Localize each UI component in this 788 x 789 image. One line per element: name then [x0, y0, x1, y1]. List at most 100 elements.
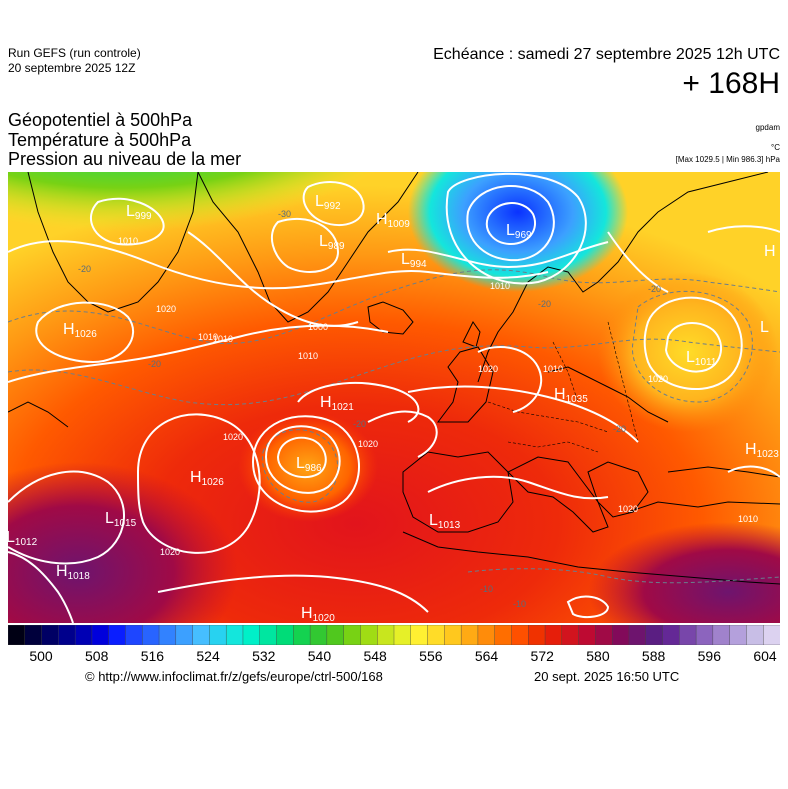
colorbar-tick-label: 564: [474, 648, 499, 664]
svg-text:H1018: H1018: [56, 563, 90, 582]
colorbar-swatch: [326, 625, 345, 645]
unit-pressure-range: [Max 1029.5 | Min 986.3] hPa: [675, 155, 780, 164]
colorbar-swatch: [74, 625, 93, 645]
pressure-center: H1020: [301, 605, 335, 623]
cutoff-low: [238, 412, 378, 522]
colorbar-swatch: [578, 625, 596, 645]
svg-text:H1009: H1009: [376, 211, 410, 230]
colorbar-swatch: [91, 625, 110, 645]
pressure-center: L992: [315, 193, 341, 212]
colorbar-swatch: [24, 625, 43, 645]
colorbar-swatch: [393, 625, 412, 645]
param-pressure: Pression au niveau de la mer: [8, 149, 242, 169]
colorbar-swatch: [192, 625, 210, 645]
pressure-center: L999: [126, 203, 152, 222]
svg-text:L994: L994: [401, 251, 427, 270]
pressure-center: L1012: [8, 529, 38, 548]
colorbar-swatch: [679, 625, 697, 645]
isobar-label: 1020: [358, 439, 378, 449]
isobar-label: 1000: [308, 322, 328, 332]
isobar-label: 1010: [118, 236, 138, 246]
colorbar-swatch: [729, 625, 747, 645]
colorbar-swatch: [58, 625, 76, 645]
pressure-center: L969: [506, 222, 532, 241]
pressure-center: H: [764, 243, 776, 260]
isotherm-label: -30: [278, 209, 291, 219]
colorbar-swatch: [343, 625, 361, 645]
svg-text:H1026: H1026: [190, 469, 224, 488]
isobar-label: 1020: [478, 364, 498, 374]
isotherm-label: -20: [148, 359, 161, 369]
colorbar: [8, 625, 780, 645]
colorbar-swatch: [108, 625, 126, 645]
colorbar-swatch: [242, 625, 261, 645]
colorbar-swatch: [561, 625, 580, 645]
pressure-center: L994: [401, 251, 427, 270]
pressure-center: L986: [296, 455, 322, 474]
colorbar-swatch: [528, 625, 546, 645]
pressure-center: H1021: [320, 394, 354, 413]
colorbar-swatch: [645, 625, 664, 645]
pressure-center: H1026: [63, 321, 97, 340]
colorbar-tick-label: 516: [140, 648, 165, 664]
colorbar-tick-label: 572: [530, 648, 554, 664]
colorbar-swatch: [611, 625, 630, 645]
colorbar-swatch: [662, 625, 680, 645]
isotherm-label: -20: [648, 284, 661, 294]
isotherm-labels: -30 -20 -20 -20 -20 -20 -20 -10 -10: [78, 209, 661, 609]
colorbar-swatch: [628, 625, 647, 645]
colorbar-swatch: [158, 625, 177, 645]
param-temperature: Température à 500hPa: [8, 130, 192, 150]
svg-text:L1011: L1011: [686, 349, 717, 368]
colorbar-swatch: [377, 625, 395, 645]
colorbar-swatch: [427, 625, 445, 645]
colorbar-swatch: [746, 625, 764, 645]
colorbar-tick-label: 508: [85, 648, 109, 664]
colorbar-swatch: [460, 625, 479, 645]
colorbar-tick-label: 596: [697, 648, 721, 664]
isotherm-label: -20: [613, 424, 626, 434]
weather-map: 1010 1010 1020 1010 1000 1010 1010 1020 …: [8, 172, 780, 623]
pressure-center: L1013: [429, 512, 461, 531]
pressure-center: H1023: [745, 441, 779, 460]
colorbar-swatch: [477, 625, 496, 645]
pressure-center: H1035: [554, 386, 588, 405]
colorbar-swatch: [8, 625, 26, 645]
forecast-lead-time: + 168H: [682, 67, 780, 100]
colorbar-swatch: [444, 625, 462, 645]
colorbar-tick-label: 548: [363, 648, 387, 664]
colorbar-tick-label: 556: [419, 648, 443, 664]
colorbar-swatch: [763, 625, 780, 645]
colorbar-swatch: [494, 625, 512, 645]
isobar-label: 1020: [618, 504, 638, 514]
isotherm-label: -10: [480, 584, 493, 594]
isobar-label: 1010: [543, 364, 563, 374]
colorbar-swatch: [125, 625, 143, 645]
svg-text:L1015: L1015: [105, 510, 137, 529]
isobar-label: 1020: [160, 547, 180, 557]
colorbar-swatch: [410, 625, 429, 645]
colorbar-swatch: [142, 625, 160, 645]
generation-timestamp: 20 sept. 2025 16:50 UTC: [534, 669, 680, 684]
isobar-label: 1010: [213, 334, 233, 344]
svg-text:H1021: H1021: [320, 394, 354, 413]
upper-low: [408, 172, 628, 292]
pressure-center: L1015: [105, 510, 137, 529]
svg-text:L986: L986: [296, 455, 322, 474]
pressure-center: L1011: [686, 349, 717, 368]
isobar-label: 1020: [648, 374, 668, 384]
run-date: 20 septembre 2025 12Z: [8, 61, 136, 75]
colorbar-swatch: [511, 625, 529, 645]
svg-text:L1012: L1012: [8, 529, 38, 548]
svg-text:L1013: L1013: [429, 512, 461, 531]
colorbar-tick-label: 604: [753, 648, 777, 664]
svg-text:H1026: H1026: [63, 321, 97, 340]
isotherm-label: -20: [538, 299, 551, 309]
isobars: [8, 172, 780, 623]
colorbar-tick-label: 580: [586, 648, 610, 664]
isobar-label: 1020: [156, 304, 176, 314]
colorbar-swatch: [360, 625, 378, 645]
pressure-center: H1026: [190, 469, 224, 488]
colorbar-swatch: [225, 625, 244, 645]
isobar-labels: 1010 1010 1020 1010 1000 1010 1010 1020 …: [118, 236, 758, 557]
